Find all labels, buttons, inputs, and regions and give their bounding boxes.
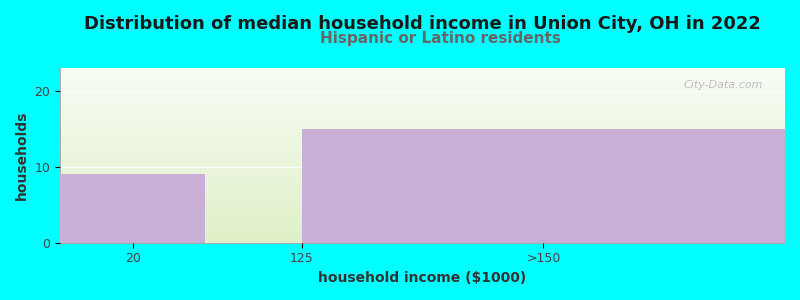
- Bar: [60, 174, 205, 243]
- Text: City-Data.com: City-Data.com: [684, 80, 763, 90]
- X-axis label: household income ($1000): household income ($1000): [318, 271, 526, 285]
- Y-axis label: households: households: [15, 111, 29, 200]
- Text: Hispanic or Latino residents: Hispanic or Latino residents: [319, 32, 561, 46]
- Bar: [302, 129, 785, 243]
- Title: Distribution of median household income in Union City, OH in 2022: Distribution of median household income …: [84, 15, 761, 33]
